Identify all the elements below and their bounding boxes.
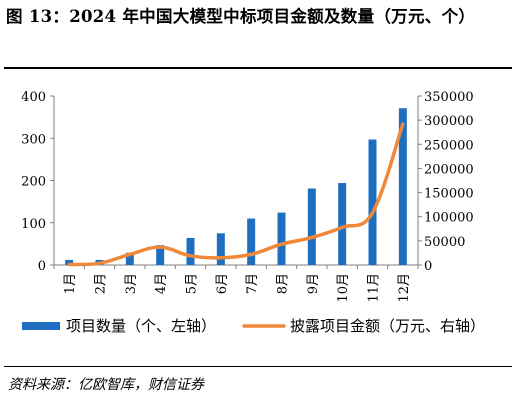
left-axis-tick-label: 0	[38, 259, 46, 274]
x-tick-label: 2月	[94, 273, 109, 294]
title-rule	[4, 67, 512, 69]
bar	[398, 108, 407, 265]
x-tick-label: 3月	[124, 273, 139, 294]
right-axis-tick-label: 150000	[424, 187, 474, 202]
source-note: 资料来源：亿欧智库，财信证券	[8, 377, 204, 393]
legend-line-label: 披露项目金额（万元、右轴）	[290, 317, 485, 335]
legend: 项目数量（个、左轴） 披露项目金额（万元、右轴）	[22, 317, 485, 335]
bar	[186, 237, 195, 265]
x-tick-label: 5月	[185, 273, 200, 294]
bar	[368, 139, 377, 265]
bar	[338, 183, 347, 265]
source-rule	[4, 366, 512, 367]
x-tick-label: 4月	[154, 273, 169, 294]
right-axis-tick-label: 250000	[424, 138, 474, 153]
x-tick-label: 8月	[276, 273, 291, 294]
bar	[247, 218, 256, 265]
x-tick-labels: 1月 2月 3月 4月 5月 6月 7月 8月 9月 10月 11月 12月	[63, 273, 412, 303]
line-path	[67, 122, 405, 267]
right-axis-tick-label: 0	[424, 259, 432, 274]
bar	[125, 252, 134, 265]
x-tick-label: 7月	[245, 273, 260, 294]
bar	[156, 245, 165, 265]
right-axis-tick-label: 100000	[424, 211, 474, 226]
left-axis-tick-label: 300	[21, 132, 46, 147]
chart-axes: 0 100 200 300 400 0 50000 100000 150000 200000 250…	[21, 90, 473, 274]
x-tick-label: 10月	[336, 273, 351, 303]
x-tick-label: 12月	[397, 273, 412, 303]
right-axis-tick-label: 300000	[424, 114, 474, 129]
legend-bar-label: 项目数量（个、左轴）	[66, 317, 216, 335]
left-axis-tick-label: 200	[21, 175, 46, 190]
right-axis-tick-label: 350000	[424, 90, 474, 105]
legend-bar-swatch	[22, 322, 60, 330]
right-axis-tick-label: 200000	[424, 162, 474, 177]
left-axis-tick-label: 400	[21, 90, 46, 105]
bar	[216, 233, 225, 265]
bar	[277, 212, 286, 265]
right-axis-tick-label: 50000	[424, 235, 465, 250]
left-axis-tick-label: 100	[21, 217, 46, 232]
x-tick-label: 9月	[306, 273, 321, 294]
bar-series	[65, 108, 407, 265]
x-tick-label: 6月	[215, 273, 230, 294]
bar	[307, 188, 316, 265]
x-tick-label: 11月	[367, 273, 382, 303]
x-tick-label: 1月	[63, 273, 78, 294]
bar	[65, 259, 74, 265]
line-series	[67, 122, 405, 267]
figure-title: 图 13：2024 年中国大模型中标项目金额及数量（万元、个）	[6, 7, 476, 26]
